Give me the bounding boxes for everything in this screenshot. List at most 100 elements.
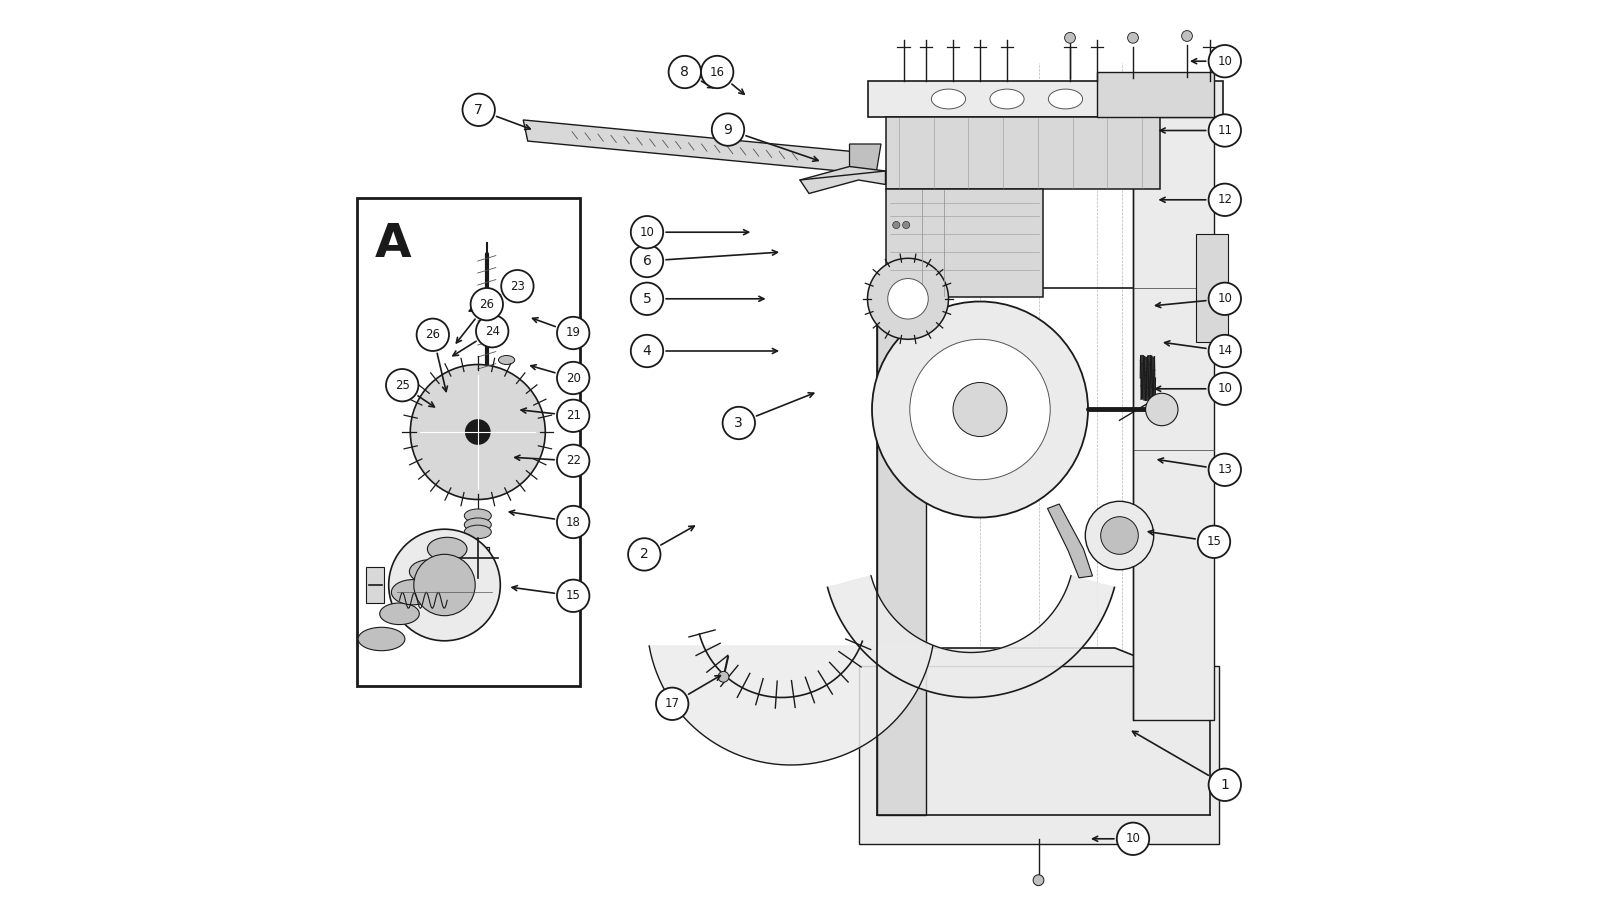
- Circle shape: [1117, 823, 1149, 855]
- Text: 10: 10: [1218, 292, 1232, 305]
- Text: A: A: [374, 222, 411, 267]
- FancyBboxPatch shape: [357, 198, 581, 686]
- Ellipse shape: [379, 603, 419, 625]
- Ellipse shape: [464, 518, 491, 531]
- Polygon shape: [827, 576, 1115, 698]
- Circle shape: [656, 688, 688, 720]
- Polygon shape: [1048, 504, 1093, 578]
- Text: 6: 6: [643, 254, 651, 268]
- Circle shape: [477, 315, 509, 347]
- Circle shape: [712, 113, 744, 146]
- Ellipse shape: [1102, 89, 1136, 109]
- Circle shape: [910, 339, 1050, 480]
- Text: 17: 17: [664, 698, 680, 710]
- Circle shape: [629, 538, 661, 571]
- Polygon shape: [523, 120, 856, 173]
- Text: 23: 23: [510, 280, 525, 292]
- Polygon shape: [650, 646, 933, 765]
- Ellipse shape: [358, 627, 405, 651]
- Circle shape: [410, 364, 546, 500]
- Circle shape: [954, 382, 1006, 436]
- Circle shape: [414, 554, 475, 616]
- Polygon shape: [1133, 117, 1214, 720]
- Text: 24: 24: [485, 325, 499, 338]
- Text: 7: 7: [474, 103, 483, 117]
- Ellipse shape: [427, 537, 467, 561]
- Circle shape: [1208, 769, 1242, 801]
- Text: 16: 16: [710, 66, 725, 78]
- Ellipse shape: [931, 89, 966, 109]
- Text: 3: 3: [734, 416, 742, 430]
- Text: 4: 4: [643, 344, 651, 358]
- Circle shape: [557, 400, 589, 432]
- Circle shape: [462, 94, 494, 126]
- Circle shape: [630, 335, 664, 367]
- Circle shape: [1181, 31, 1192, 41]
- Polygon shape: [877, 648, 1210, 814]
- Circle shape: [669, 56, 701, 88]
- Polygon shape: [859, 666, 1219, 844]
- Circle shape: [557, 445, 589, 477]
- Circle shape: [1146, 393, 1178, 426]
- Circle shape: [723, 407, 755, 439]
- Text: 10: 10: [1218, 382, 1232, 395]
- Circle shape: [501, 270, 534, 302]
- Circle shape: [1085, 501, 1154, 570]
- Text: 8: 8: [680, 65, 690, 79]
- Circle shape: [1208, 184, 1242, 216]
- Text: 1: 1: [1221, 778, 1229, 792]
- Circle shape: [1208, 45, 1242, 77]
- Text: 10: 10: [640, 226, 654, 239]
- Circle shape: [386, 369, 419, 401]
- Text: 14: 14: [1218, 345, 1232, 357]
- Polygon shape: [885, 117, 1160, 189]
- Text: 26: 26: [480, 298, 494, 310]
- Circle shape: [1208, 335, 1242, 367]
- Text: 21: 21: [566, 410, 581, 422]
- Circle shape: [630, 245, 664, 277]
- Circle shape: [557, 580, 589, 612]
- Circle shape: [1101, 517, 1138, 554]
- Circle shape: [466, 419, 490, 444]
- Circle shape: [630, 216, 664, 248]
- Circle shape: [1208, 114, 1242, 147]
- Text: 26: 26: [426, 328, 440, 341]
- Circle shape: [701, 56, 733, 88]
- Text: 15: 15: [566, 590, 581, 602]
- Ellipse shape: [392, 580, 435, 605]
- Polygon shape: [366, 567, 384, 603]
- Text: 11: 11: [1218, 124, 1232, 137]
- Circle shape: [1128, 32, 1139, 43]
- Circle shape: [470, 288, 502, 320]
- Circle shape: [893, 221, 899, 229]
- Circle shape: [902, 221, 910, 229]
- Circle shape: [867, 258, 949, 339]
- Circle shape: [888, 279, 928, 319]
- Ellipse shape: [464, 526, 491, 538]
- Ellipse shape: [990, 89, 1024, 109]
- Circle shape: [389, 529, 501, 641]
- Text: 5: 5: [643, 292, 651, 306]
- Text: 18: 18: [566, 516, 581, 528]
- Text: 9: 9: [723, 122, 733, 137]
- Text: 12: 12: [1218, 194, 1232, 206]
- Text: 13: 13: [1218, 464, 1232, 476]
- Circle shape: [872, 302, 1088, 518]
- Polygon shape: [850, 144, 882, 171]
- Ellipse shape: [499, 356, 515, 364]
- Circle shape: [630, 283, 664, 315]
- Polygon shape: [877, 288, 926, 814]
- Circle shape: [718, 671, 730, 682]
- Circle shape: [557, 506, 589, 538]
- Circle shape: [416, 319, 450, 351]
- Circle shape: [557, 317, 589, 349]
- Circle shape: [1208, 454, 1242, 486]
- Circle shape: [557, 362, 589, 394]
- Ellipse shape: [410, 560, 450, 583]
- Circle shape: [1208, 283, 1242, 315]
- Circle shape: [1208, 373, 1242, 405]
- Polygon shape: [800, 166, 885, 194]
- Text: 20: 20: [566, 372, 581, 384]
- Circle shape: [1034, 875, 1043, 886]
- Text: 15: 15: [1206, 536, 1221, 548]
